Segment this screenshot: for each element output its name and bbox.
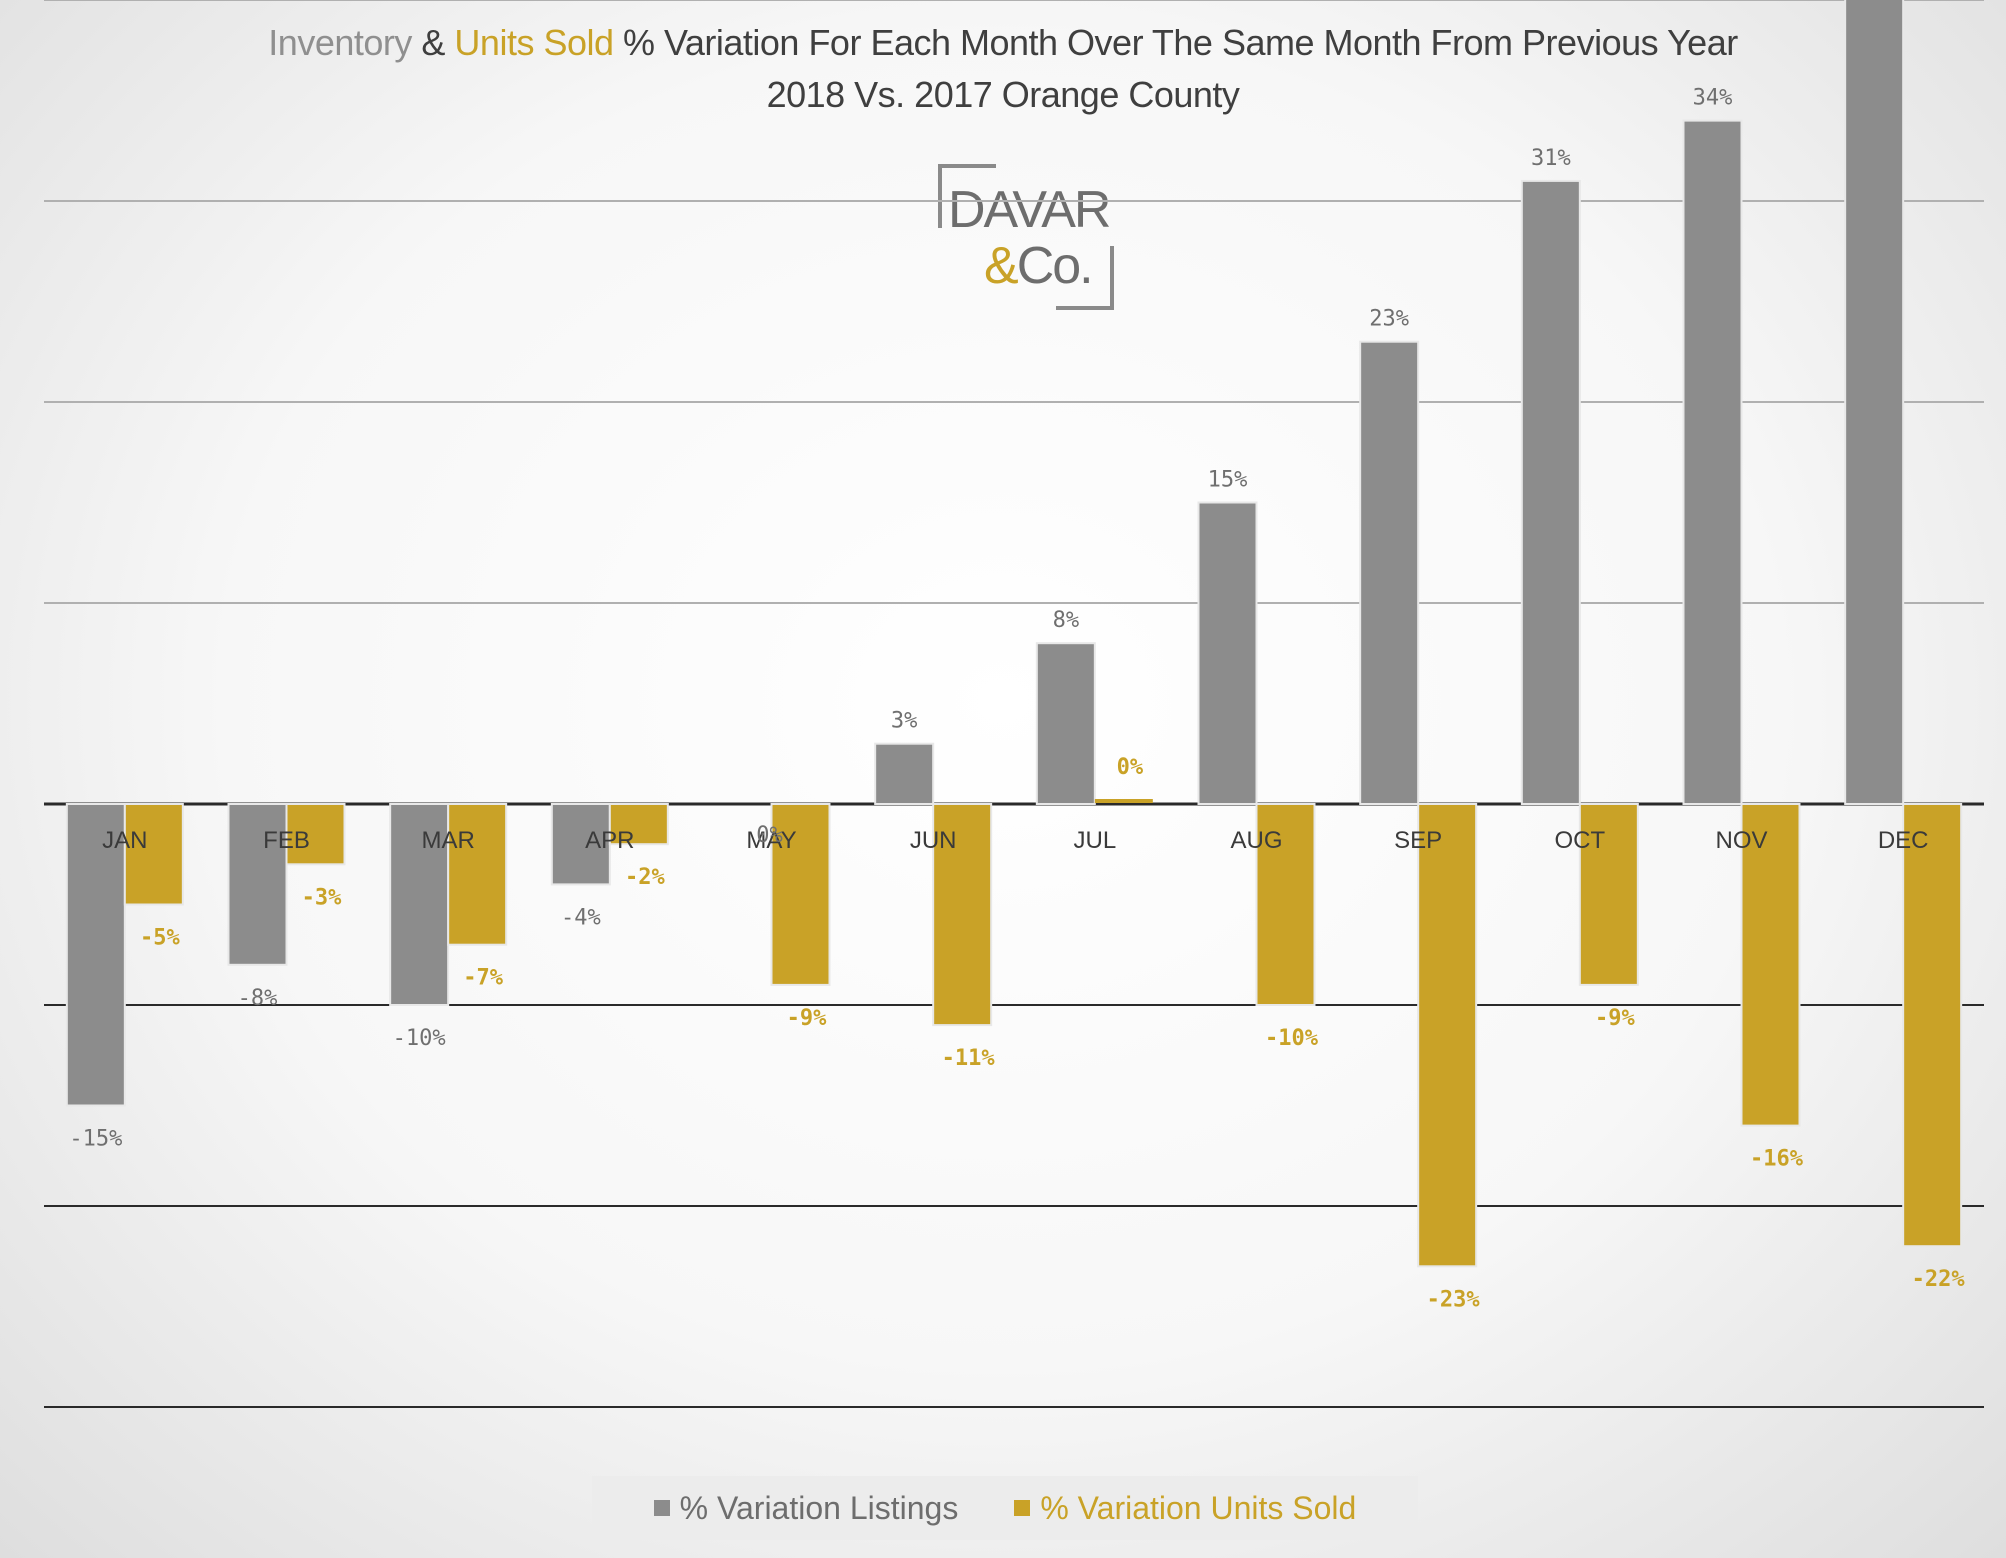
- legend-swatch-listings: [653, 1500, 670, 1516]
- x-tick-label: MAY: [746, 827, 796, 854]
- bar-listings: [1197, 501, 1258, 805]
- legend-item-listings: % Variation Listings: [653, 1489, 959, 1527]
- x-tick-label: MAR: [421, 827, 474, 854]
- logo-text-co: &Co.: [984, 236, 1094, 296]
- bar-listings: [1520, 179, 1581, 805]
- bar-units-sold: [447, 803, 508, 946]
- bar-listings: [65, 803, 126, 1107]
- x-tick-label: JUL: [1073, 827, 1116, 854]
- data-label-listings: 3%: [891, 709, 918, 734]
- data-label-units-sold: -9%: [1595, 1006, 1635, 1031]
- data-label-units-sold: -16%: [1750, 1147, 1804, 1172]
- x-tick-label: JUN: [910, 827, 957, 854]
- title-inventory: Inventory: [268, 22, 412, 63]
- logo-text-davar: DAVAR: [948, 181, 1111, 239]
- title-units-sold: Units Sold: [454, 22, 614, 63]
- bar-units-sold: [1740, 803, 1801, 1127]
- data-label-units-sold: 0%: [1117, 755, 1144, 780]
- bar-listings: [227, 803, 288, 966]
- data-label-listings: 8%: [1053, 608, 1080, 633]
- data-label-listings: 0%: [756, 823, 783, 848]
- bar-listings: [1844, 0, 1905, 805]
- data-label-units-sold: -3%: [302, 885, 342, 910]
- x-tick-label: AUG: [1230, 827, 1282, 854]
- data-label-listings: 23%: [1369, 307, 1409, 332]
- data-label-units-sold: -9%: [787, 1006, 827, 1031]
- bar-units-sold: [770, 803, 831, 986]
- data-label-listings: -15%: [69, 1127, 122, 1152]
- legend-label-units-sold: % Variation Units Sold: [1040, 1489, 1357, 1526]
- data-label-listings: -4%: [561, 905, 601, 930]
- data-label-units-sold: -23%: [1427, 1287, 1481, 1312]
- data-label-listings: -10%: [393, 1026, 446, 1051]
- bar-units-sold: [285, 803, 346, 866]
- data-label-units-sold: -2%: [625, 865, 665, 890]
- bar-listings: [1359, 340, 1420, 805]
- logo-bracket-top-left: [938, 164, 996, 228]
- bar-units-sold: [123, 803, 184, 906]
- company-logo: DAVAR &Co.: [938, 160, 1118, 310]
- data-label-units-sold: -22%: [1912, 1267, 1966, 1292]
- bar-listings: [874, 742, 935, 806]
- chart-title: Inventory & Units Sold % Variation For E…: [0, 22, 2006, 64]
- logo-ampersand: &: [984, 237, 1019, 295]
- bar-units-sold: [932, 803, 993, 1027]
- logo-bracket-bottom-right: [1056, 246, 1114, 310]
- logo-co: Co.: [1016, 237, 1094, 295]
- data-label-listings: 15%: [1208, 468, 1248, 493]
- chart-subtitle: 2018 Vs. 2017 Orange County: [766, 74, 1240, 115]
- title-rest: % Variation For Each Month Over The Same…: [623, 22, 1738, 63]
- x-tick-label: NOV: [1715, 827, 1767, 854]
- x-tick-label: FEB: [263, 827, 310, 854]
- bar-listings: [550, 803, 611, 886]
- legend-swatch-units-sold: [1014, 1500, 1031, 1516]
- data-label-listings: -8%: [238, 986, 278, 1011]
- legend-label-listings: % Variation Listings: [679, 1489, 959, 1526]
- x-tick-label: JAN: [102, 827, 147, 854]
- x-tick-label: OCT: [1554, 827, 1605, 854]
- bar-units-sold: [608, 803, 669, 846]
- bar-units-sold: [1094, 799, 1153, 803]
- x-tick-label: APR: [585, 827, 634, 854]
- bar-units-sold: [1578, 803, 1639, 986]
- bar-units-sold: [1902, 803, 1963, 1248]
- data-label-units-sold: -5%: [140, 926, 180, 951]
- bar-listings: [389, 803, 450, 1006]
- bar-units-sold: [1417, 803, 1478, 1268]
- bar-units-sold: [1255, 803, 1316, 1006]
- x-tick-label: SEP: [1394, 827, 1442, 854]
- data-label-listings: 31%: [1531, 146, 1571, 171]
- data-label-units-sold: -7%: [463, 966, 503, 991]
- data-label-units-sold: -10%: [1265, 1026, 1319, 1051]
- title-ampersand: &: [421, 22, 445, 63]
- bar-listings: [1035, 642, 1096, 806]
- bar-listings: [1682, 119, 1743, 806]
- chart-legend: % Variation Listings % Variation Units S…: [592, 1476, 1418, 1540]
- data-label-units-sold: -11%: [942, 1046, 996, 1071]
- x-tick-label: DEC: [1878, 827, 1929, 854]
- legend-item-units-sold: % Variation Units Sold: [1014, 1490, 1356, 1527]
